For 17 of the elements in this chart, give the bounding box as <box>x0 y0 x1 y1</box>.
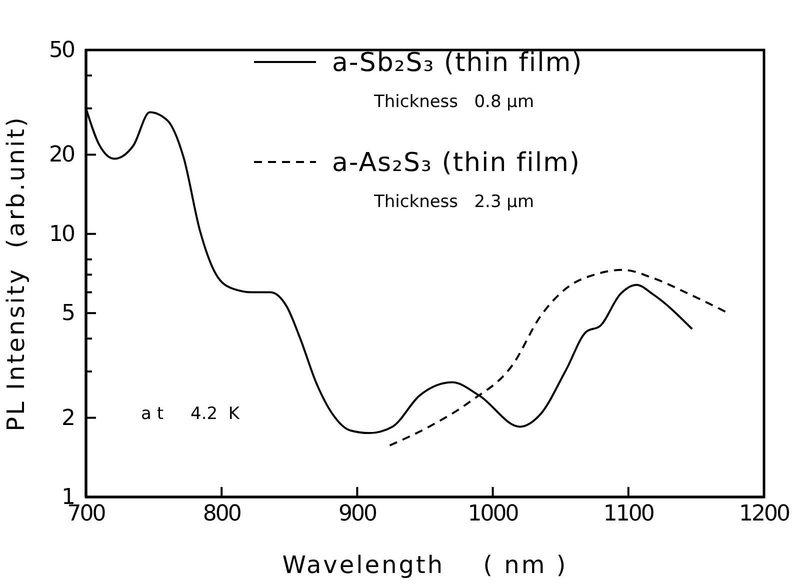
y-axis-title: PL Intensity (arb.unit) <box>2 116 30 432</box>
x-axis-title: Wavelength ( nm ) <box>282 551 568 579</box>
x-tick-label: 900 <box>338 502 376 527</box>
annotation: a t 4.2 K <box>141 404 240 424</box>
legend-label: a-As₂S₃ (thin film) <box>332 148 581 178</box>
y-tick-label: 20 <box>49 142 74 168</box>
x-tick-label: 1200 <box>739 502 790 527</box>
y-tick-label: 5 <box>62 301 74 326</box>
y-tick-label: 50 <box>49 38 74 64</box>
y-tick-label: 10 <box>49 222 74 247</box>
legend-label: a-Sb₂S₃ (thin film) <box>332 48 583 78</box>
y-tick-label: 2 <box>62 406 74 431</box>
annotation: Thickness 0.8 μm <box>373 92 534 112</box>
x-tick-label: 1000 <box>468 502 518 527</box>
x-tick-label: 800 <box>202 502 241 527</box>
x-tick-label: 1100 <box>603 502 654 527</box>
annotation: Thickness 2.3 μm <box>373 192 534 212</box>
